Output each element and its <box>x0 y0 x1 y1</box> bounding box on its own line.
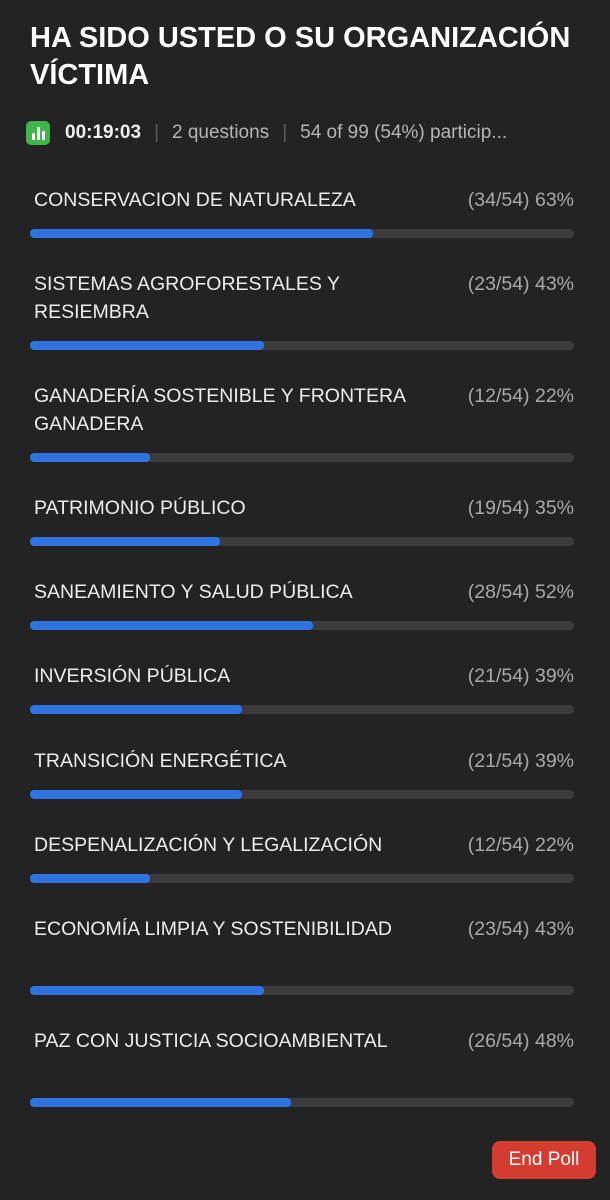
option-label: CONSERVACION DE NATURALEZA <box>34 189 356 211</box>
option-result: (21/54) 39% <box>467 665 574 687</box>
poll-option: TRANSICIÓN ENERGÉTICA (21/54) 39% <box>30 747 574 799</box>
option-label: PAZ CON JUSTICIA SOCIOAMBIENTAL <box>34 1030 388 1052</box>
poll-option: INVERSIÓN PÚBLICA (21/54) 39% <box>30 662 574 714</box>
poll-title: HA SIDO USTED O SU ORGANIZACIÓN VÍCTIMA <box>30 22 571 91</box>
poll-option: PATRIMONIO PÚBLICO (19/54) 35% <box>30 494 574 546</box>
option-result: (19/54) 35% <box>467 497 574 519</box>
option-result: (34/54) 63% <box>467 189 574 211</box>
result-bar-fill <box>30 229 373 238</box>
option-result: (12/54) 22% <box>467 834 574 856</box>
result-bar <box>30 1098 574 1107</box>
poll-option: PAZ CON JUSTICIA SOCIOAMBIENTAL (26/54) 4… <box>30 1027 574 1107</box>
option-label: TRANSICIÓN ENERGÉTICA <box>34 750 287 772</box>
result-bar-fill <box>30 790 243 799</box>
result-bar <box>30 537 574 546</box>
option-result: (23/54) 43% <box>467 918 574 940</box>
option-label: GANADERÍA SOSTENIBLE Y FRONTERA GANADERA <box>34 385 405 435</box>
result-bar-fill <box>30 874 150 883</box>
poll-meta: 00:19:03 | 2 questions | 54 of 99 (54%) … <box>26 120 596 146</box>
option-label: SANEAMIENTO Y SALUD PÚBLICA <box>34 581 353 603</box>
result-bar <box>30 341 574 350</box>
option-label: ECONOMÍA LIMPIA Y SOSTENIBILIDAD <box>34 918 392 940</box>
result-bar <box>30 453 574 462</box>
option-label: SISTEMAS AGROFORESTALES Y RESIEMBRA <box>34 273 340 323</box>
result-bar <box>30 874 574 883</box>
divider: | <box>154 122 159 143</box>
option-label: DESPENALIZACIÓN Y LEGALIZACIÓN <box>34 834 383 856</box>
poll-option: ECONOMÍA LIMPIA Y SOSTENIBILIDAD (23/54) … <box>30 915 574 995</box>
result-bar-fill <box>30 986 264 995</box>
result-bar-fill <box>30 537 221 546</box>
poll-option: GANADERÍA SOSTENIBLE Y FRONTERA GANADERA… <box>30 382 574 462</box>
poll-option: SANEAMIENTO Y SALUD PÚBLICA (28/54) 52% <box>30 578 574 630</box>
poll-option: SISTEMAS AGROFORESTALES Y RESIEMBRA (23/5… <box>30 270 574 350</box>
option-result: (12/54) 22% <box>467 385 574 407</box>
option-result: (23/54) 43% <box>467 273 574 295</box>
option-label: INVERSIÓN PÚBLICA <box>34 665 231 687</box>
result-bar-fill <box>30 705 243 714</box>
result-bar <box>30 229 574 238</box>
poll-option: DESPENALIZACIÓN Y LEGALIZACIÓN (12/54) 22… <box>30 831 574 883</box>
question-count: 2 questions <box>172 122 270 143</box>
bar-chart-icon <box>26 121 50 145</box>
option-result: (28/54) 52% <box>467 581 574 603</box>
result-bar-fill <box>30 1098 292 1107</box>
result-bar <box>30 986 574 995</box>
poll-timer: 00:19:03 <box>65 122 142 143</box>
option-label: PATRIMONIO PÚBLICO <box>34 497 246 519</box>
poll-option: CONSERVACION DE NATURALEZA (34/54) 63% <box>30 186 574 238</box>
option-result: (26/54) 48% <box>467 1030 574 1052</box>
result-bar-fill <box>30 453 150 462</box>
result-bar <box>30 621 574 630</box>
result-bar-fill <box>30 341 264 350</box>
divider: | <box>282 122 288 143</box>
result-bar-fill <box>30 621 313 630</box>
participant-count: 54 of 99 (54%) particip... <box>300 122 508 143</box>
result-bar <box>30 705 574 714</box>
end-poll-button[interactable]: End Poll <box>492 1141 596 1179</box>
option-result: (21/54) 39% <box>467 750 574 772</box>
result-bar <box>30 790 574 799</box>
